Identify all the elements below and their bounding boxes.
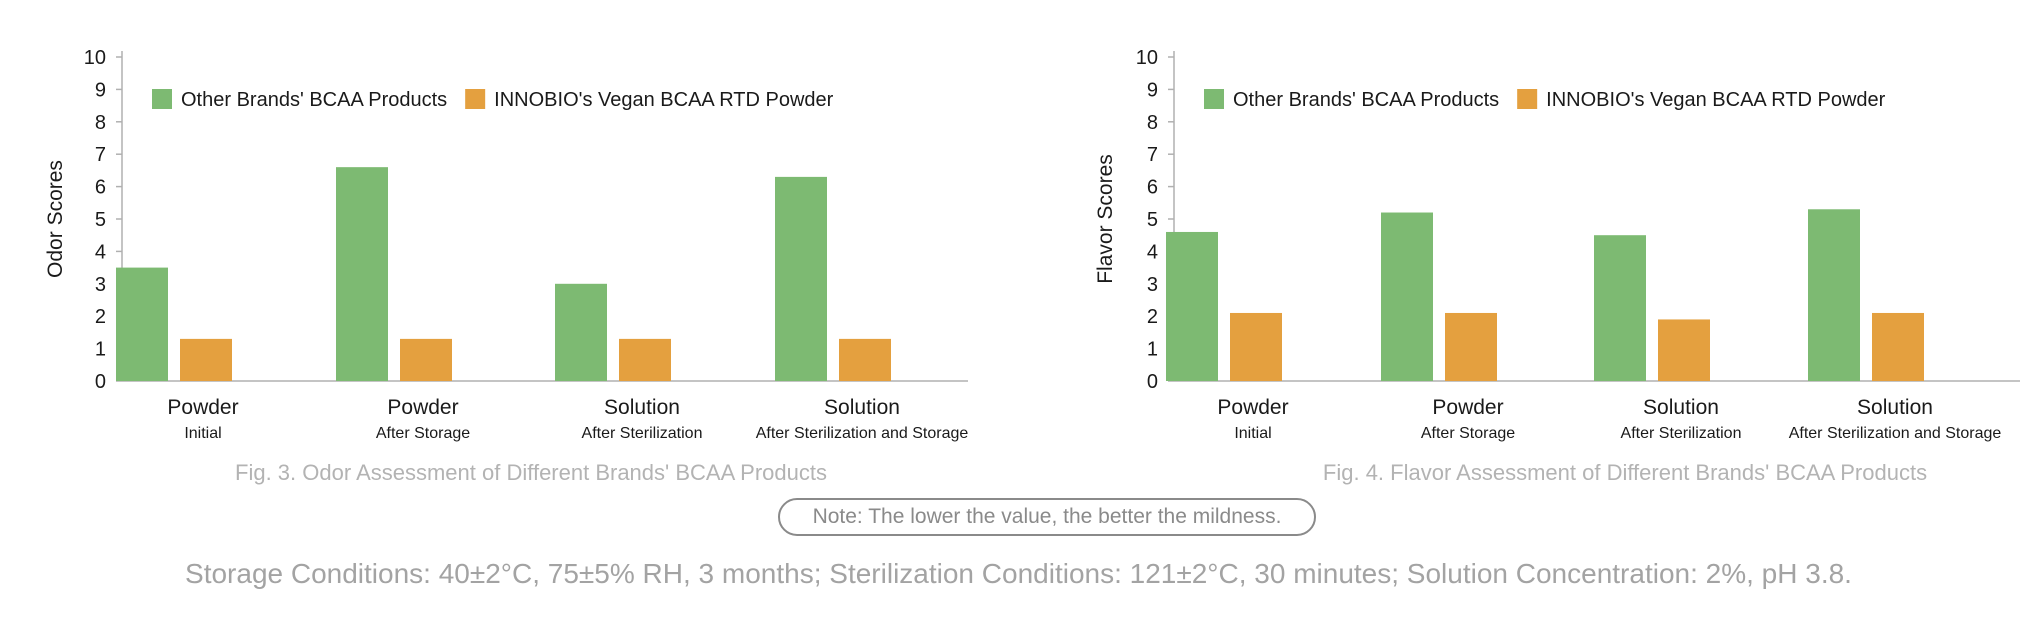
bar-other-brands-3 [1594,235,1646,381]
x-category-sublabel: After Sterilization [1621,425,1742,442]
legend-swatch [465,89,486,109]
legend-swatch [1517,89,1538,109]
bar-other-brands-2 [336,167,388,381]
bar-other-brands-4 [1808,209,1860,381]
bar-other-brands-3 [555,283,607,381]
note-badge: Note: The lower the value, the better th… [778,498,1316,536]
y-tick-label: 3 [1147,274,1158,296]
x-category-sublabel: After Storage [1421,425,1515,442]
x-category-sublabel: After Sterilization and Storage [1789,425,2002,442]
x-category-label: Powder [387,396,458,419]
bar-innobio-1 [180,338,232,381]
x-category-label: Powder [1217,396,1288,419]
x-category-sublabel: After Storage [376,425,470,442]
bar-innobio-1 [1230,312,1282,381]
bar-other-brands-2 [1381,212,1433,381]
y-tick-label: 8 [95,112,106,134]
x-category-label: Powder [167,396,238,419]
x-category-sublabel: After Sterilization [582,425,703,442]
y-tick-label: 6 [1147,177,1158,199]
figure-caption: Fig. 3. Odor Assessment of Different Bra… [235,460,827,485]
y-tick-label: 10 [1136,47,1158,69]
bar-innobio-2 [400,338,452,381]
bar-other-brands-4 [775,176,827,381]
legend-label: INNOBIO's Vegan BCAA RTD Powder [1546,89,1885,111]
chart-1: 0 1 2 3 4 5 6 7 8 9 10 Odor Scores Powder Initial Powd… [44,47,968,485]
chart-2: 0 1 2 3 4 5 6 7 8 9 10 Flavor Scores Powder Initial Po… [1094,47,2020,485]
x-category-label: Solution [1857,396,1933,419]
y-tick-label: 5 [95,209,106,231]
y-tick-label: 1 [1147,339,1158,361]
y-tick-label: 0 [1147,371,1158,393]
y-tick-label: 6 [95,177,106,199]
y-tick-label: 0 [95,371,106,393]
y-tick-label: 9 [1147,79,1158,101]
y-axis-title: Odor Scores [44,160,67,278]
legend-label: Other Brands' BCAA Products [181,89,447,111]
legend-swatch [1204,89,1224,109]
y-tick-label: 7 [95,144,106,166]
bar-innobio-3 [619,338,671,381]
x-category-label: Solution [604,396,680,419]
y-tick-label: 9 [95,79,106,101]
legend-swatch [152,89,172,109]
figure-caption: Fig. 4. Flavor Assessment of Different B… [1323,460,1927,485]
y-tick-label: 10 [84,47,106,69]
bar-other-brands-1 [1166,231,1218,381]
y-tick-label: 4 [1147,241,1158,263]
bar-innobio-4 [839,338,891,381]
y-tick-label: 5 [1147,209,1158,231]
y-axis-title: Flavor Scores [1094,154,1117,284]
legend-label: Other Brands' BCAA Products [1233,89,1499,111]
y-tick-label: 8 [1147,112,1158,134]
y-tick-label: 7 [1147,144,1158,166]
bar-innobio-2 [1445,312,1497,381]
x-category-sublabel: Initial [184,425,221,442]
bar-other-brands-1 [116,267,168,381]
x-category-sublabel: After Sterilization and Storage [756,425,969,442]
y-tick-label: 1 [95,339,106,361]
x-category-label: Powder [1432,396,1503,419]
legend-label: INNOBIO's Vegan BCAA RTD Powder [494,89,833,111]
x-category-label: Solution [1643,396,1719,419]
x-category-sublabel: Initial [1234,425,1271,442]
x-category-label: Solution [824,396,900,419]
y-tick-label: 4 [95,241,106,263]
y-tick-label: 2 [95,306,106,328]
y-tick-label: 3 [95,274,106,296]
y-tick-label: 2 [1147,306,1158,328]
conditions-text: Storage Conditions: 40±2°C, 75±5% RH, 3 … [185,558,1852,589]
bar-innobio-3 [1658,319,1710,381]
bar-innobio-4 [1872,312,1924,381]
